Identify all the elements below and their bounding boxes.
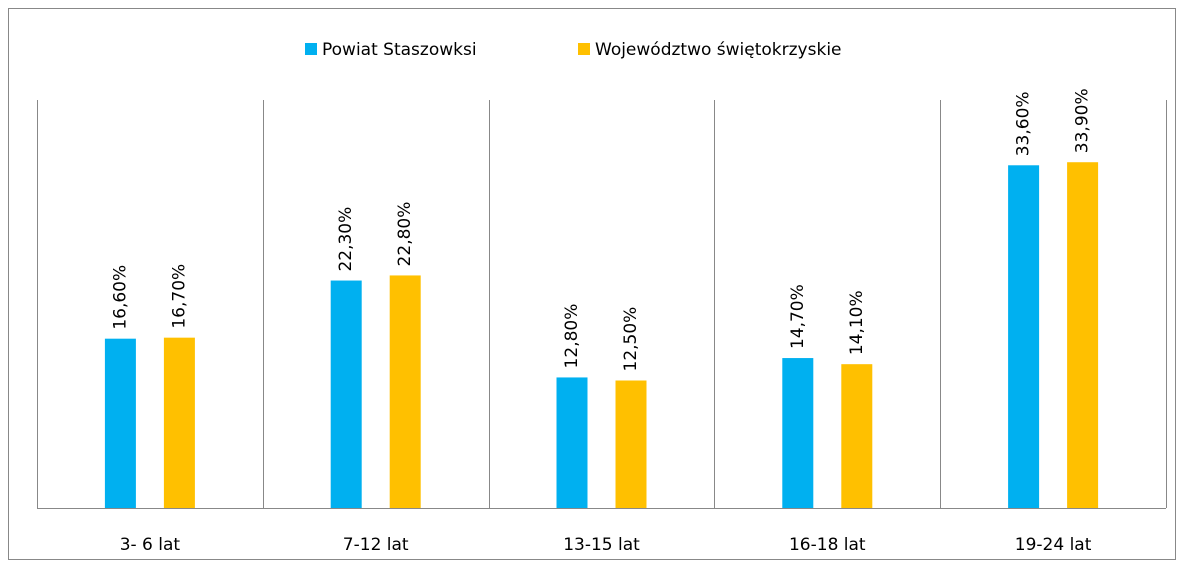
data-label: 33,60% bbox=[1014, 91, 1034, 156]
legend-swatch bbox=[578, 43, 590, 55]
data-label: 14,70% bbox=[788, 284, 808, 349]
data-label: 14,10% bbox=[847, 290, 867, 355]
data-label: 22,30% bbox=[336, 207, 356, 272]
bar bbox=[389, 275, 421, 508]
bar bbox=[163, 337, 195, 508]
legend-label: Powiat Staszowksi bbox=[322, 40, 477, 60]
data-label: 33,90% bbox=[1073, 88, 1093, 153]
data-label: 12,50% bbox=[621, 307, 641, 372]
legend-swatch bbox=[305, 43, 317, 55]
x-tick-label: 3- 6 lat bbox=[120, 535, 181, 555]
bar bbox=[782, 358, 814, 508]
bar bbox=[104, 338, 136, 508]
chart-border bbox=[8, 8, 1176, 560]
data-label: 22,80% bbox=[395, 202, 415, 267]
x-tick-label: 13-15 lat bbox=[563, 535, 640, 555]
bar bbox=[841, 364, 873, 508]
x-tick-label: 19-24 lat bbox=[1015, 535, 1092, 555]
data-label: 16,60% bbox=[110, 265, 130, 330]
bar bbox=[330, 280, 362, 508]
legend-label: Województwo świętokrzyskie bbox=[595, 40, 842, 60]
x-tick-label: 7-12 lat bbox=[343, 535, 409, 555]
bar bbox=[556, 377, 588, 508]
bar bbox=[615, 380, 647, 508]
data-label: 12,80% bbox=[562, 304, 582, 369]
bar bbox=[1067, 162, 1099, 508]
bar bbox=[1008, 165, 1040, 508]
data-label: 16,70% bbox=[169, 264, 189, 329]
x-tick-label: 16-18 lat bbox=[789, 535, 866, 555]
